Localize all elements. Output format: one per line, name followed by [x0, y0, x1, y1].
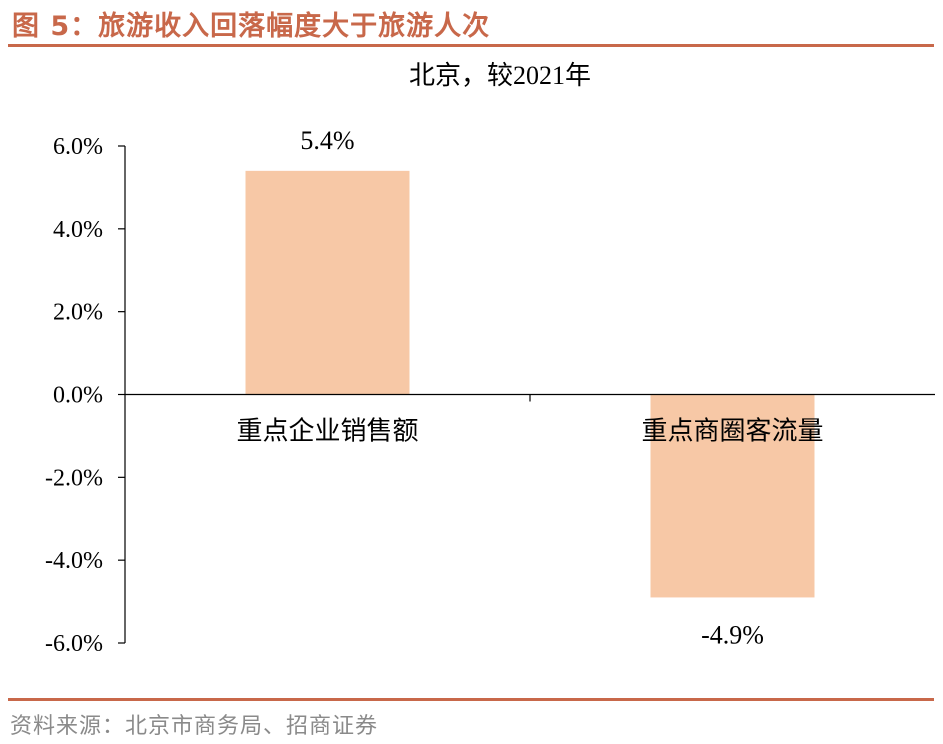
y-tick-label: 0.0% [53, 383, 103, 409]
top-rule [8, 44, 934, 47]
data-label: -4.9% [701, 620, 764, 649]
y-tick-label: -6.0% [45, 631, 103, 657]
source-note: 资料来源：北京市商务局、招商证券 [10, 714, 379, 739]
bar-chart: 北京，较2021年 6.0% 4.0% 2.0% 0.0% -2.0% -4.0% -6.0… [45, 61, 935, 657]
bottom-rule [8, 698, 934, 701]
y-tick-label: 4.0% [53, 217, 103, 243]
plot-area: 6.0% 4.0% 2.0% 0.0% -2.0% -4.0% -6.0% 重点企业销售额 重点… [45, 126, 935, 657]
y-tick-label: 6.0% [53, 134, 103, 160]
bar-1 [245, 170, 410, 395]
y-tick-label: -2.0% [45, 465, 103, 491]
category-label: 重点商圈客流量 [641, 417, 823, 447]
category-label: 重点企业销售额 [236, 417, 418, 447]
figure-title: 图 5：旅游收入回落幅度大于旅游人次 [12, 11, 491, 42]
bar-2 [650, 394, 815, 598]
y-tick-label: -4.0% [45, 548, 103, 574]
y-tick-label: 2.0% [53, 300, 103, 326]
chart-title: 北京，较2021年 [409, 61, 591, 90]
data-label: 5.4% [300, 126, 354, 155]
